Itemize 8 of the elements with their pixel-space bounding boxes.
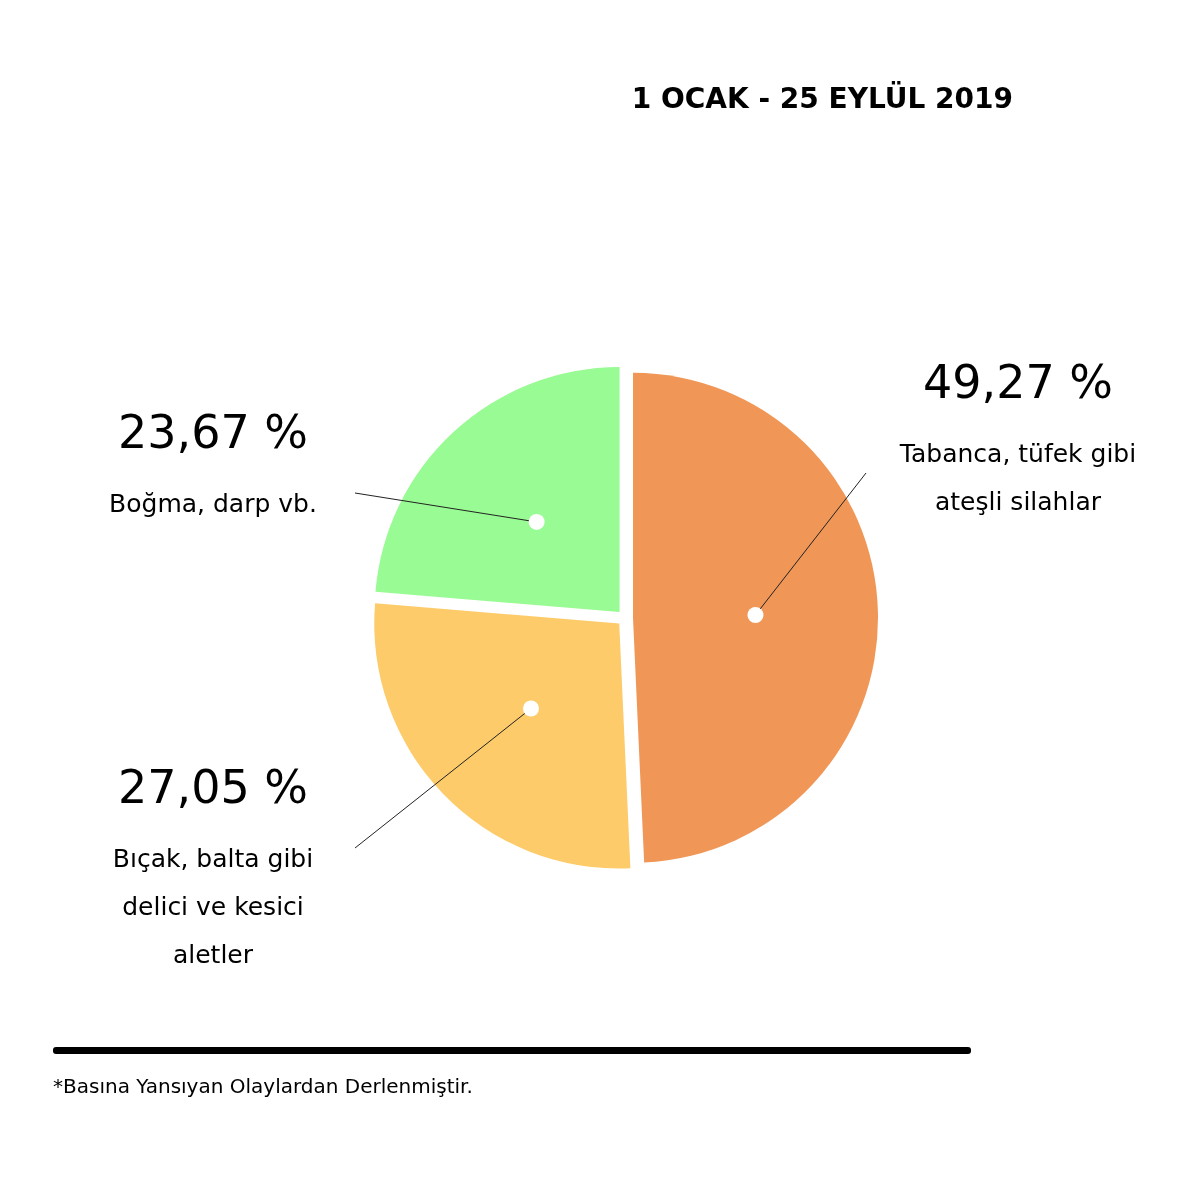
slice-label: Tabanca, tüfek gibi ateşli silahlar: [898, 439, 1137, 516]
chart-title: 1 OCAK - 25 EYLÜL 2019: [631, 81, 1013, 115]
slice-label: Bıçak, balta gibi delici ve kesici aletler: [112, 844, 314, 969]
slice-label: Boğma, darp vb.: [109, 489, 317, 518]
data-label: 23,67 %: [117, 405, 309, 459]
data-label: 49,27 %: [922, 355, 1114, 409]
data-label: 27,05 %: [117, 760, 309, 814]
text: *Basına Yansıyan Olaylardan Derlenmiştir.: [53, 1074, 473, 1098]
